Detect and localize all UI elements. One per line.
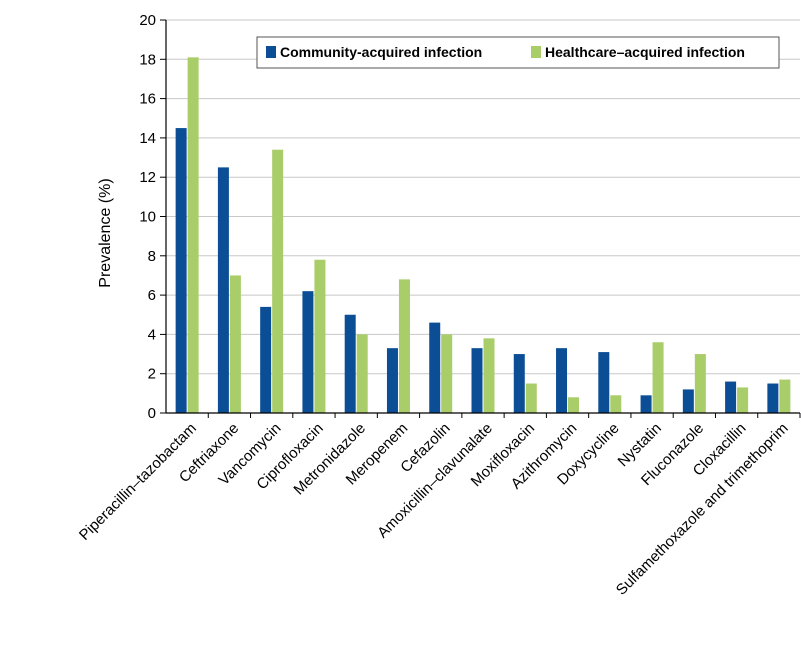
bar-healthcare-11 xyxy=(653,342,664,413)
bar-healthcare-5 xyxy=(399,279,410,413)
y-tick-label: 8 xyxy=(148,248,156,265)
y-tick-label: 10 xyxy=(139,209,156,226)
bar-healthcare-3 xyxy=(314,260,325,413)
y-tick-label: 18 xyxy=(139,51,156,68)
y-axis-title: Prevalence (%) xyxy=(97,178,114,287)
bar-healthcare-7 xyxy=(484,338,495,413)
bar-healthcare-8 xyxy=(526,384,537,413)
bar-healthcare-1 xyxy=(230,275,241,413)
bar-healthcare-12 xyxy=(695,354,706,413)
bar-community-4 xyxy=(345,315,356,413)
bar-healthcare-13 xyxy=(737,387,748,413)
bar-community-6 xyxy=(429,323,440,413)
bar-healthcare-4 xyxy=(357,334,368,413)
y-tick-label: 12 xyxy=(139,169,156,186)
bar-healthcare-14 xyxy=(779,380,790,413)
x-category-label: Piperacillin–tazobactam xyxy=(76,420,200,544)
bar-community-8 xyxy=(514,354,525,413)
legend-label-community: Community-acquired infection xyxy=(280,44,482,60)
bar-community-7 xyxy=(472,348,483,413)
y-tick-label: 20 xyxy=(139,12,156,29)
bar-healthcare-6 xyxy=(441,334,452,413)
y-tick-label: 0 xyxy=(148,405,156,422)
bar-community-10 xyxy=(598,352,609,413)
bar-community-13 xyxy=(725,382,736,413)
bar-community-5 xyxy=(387,348,398,413)
bar-community-12 xyxy=(683,389,694,413)
legend-label-healthcare: Healthcare–acquired infection xyxy=(545,44,745,60)
bar-community-2 xyxy=(260,307,271,413)
y-tick-label: 14 xyxy=(139,130,156,147)
bar-community-11 xyxy=(641,395,652,413)
bar-healthcare-9 xyxy=(568,397,579,413)
bar-healthcare-2 xyxy=(272,150,283,413)
bar-healthcare-0 xyxy=(188,57,199,413)
y-tick-labels: 0 2 4 6 8 10 12 14 16 18 20 xyxy=(139,12,166,422)
y-tick-label: 6 xyxy=(148,287,156,304)
bars xyxy=(176,57,791,413)
legend-swatch-healthcare xyxy=(531,46,541,58)
bar-community-3 xyxy=(302,291,313,413)
y-tick-label: 2 xyxy=(148,366,156,383)
legend: Community-acquired infection Healthcare–… xyxy=(257,37,779,68)
bar-community-9 xyxy=(556,348,567,413)
y-tick-label: 4 xyxy=(148,326,156,343)
bar-community-14 xyxy=(767,384,778,413)
bar-community-0 xyxy=(176,128,187,413)
legend-swatch-community xyxy=(266,46,276,58)
x-category-labels: Piperacillin–tazobactamCeftriaxoneVancom… xyxy=(76,420,792,599)
bar-healthcare-10 xyxy=(610,395,621,413)
bar-community-1 xyxy=(218,167,229,413)
y-tick-label: 16 xyxy=(139,91,156,108)
